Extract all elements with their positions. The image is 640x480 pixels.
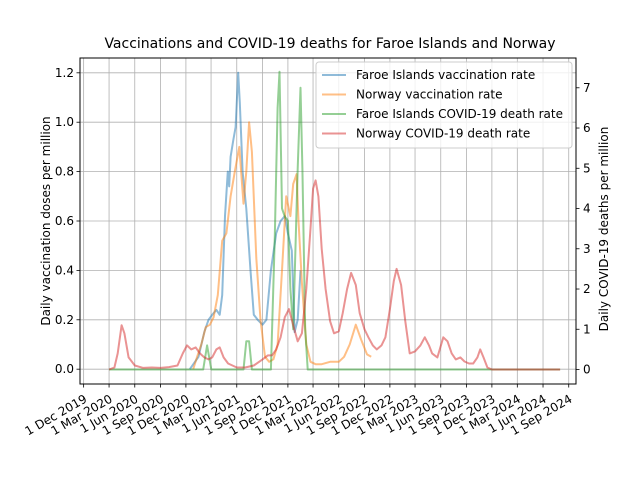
legend-label: Faroe Islands vaccination rate bbox=[356, 68, 535, 82]
y-right-tick-label: 2 bbox=[583, 282, 591, 296]
series-group bbox=[108, 70, 561, 371]
y-left-tick-label: 0.8 bbox=[55, 165, 74, 179]
legend: Faroe Islands vaccination rate Norway vac… bbox=[315, 61, 573, 149]
y-left-tick-label: 0.4 bbox=[55, 263, 74, 277]
legend-label: Faroe Islands COVID-19 death rate bbox=[356, 107, 563, 121]
chart-title: Vaccinations and COVID-19 deaths for Far… bbox=[104, 36, 555, 52]
y-left-tick-label: 0.0 bbox=[55, 362, 74, 376]
series-line-2 bbox=[192, 121, 372, 370]
y-left-tick-label: 1.2 bbox=[55, 66, 74, 80]
y-left-tick-label: 0.2 bbox=[55, 313, 74, 327]
series-line-4 bbox=[108, 179, 561, 371]
y-right-tick-label: 1 bbox=[583, 322, 591, 336]
y-right-tick-label: 0 bbox=[583, 363, 591, 377]
y-axis-right-label: Daily COVID-19 deaths per million bbox=[597, 127, 611, 332]
series-line-1 bbox=[188, 71, 302, 370]
y-right-tick-label: 3 bbox=[583, 242, 591, 256]
y-axis-left-label: Daily vaccination doses per million bbox=[39, 116, 53, 325]
y-axis-left-ticks: 0.0 0.2 0.4 0.6 0.8 1.0 1.2 bbox=[55, 66, 80, 376]
legend-label: Norway COVID-19 death rate bbox=[356, 127, 530, 141]
y-axis-right-ticks: 0 1 2 3 4 5 6 7 bbox=[576, 81, 591, 377]
legend-box bbox=[315, 61, 573, 149]
series-line-3 bbox=[109, 70, 561, 371]
y-right-tick-label: 6 bbox=[583, 121, 591, 135]
y-right-tick-label: 5 bbox=[583, 161, 591, 175]
y-left-tick-label: 1.0 bbox=[55, 115, 74, 129]
y-left-tick-label: 0.6 bbox=[55, 214, 74, 228]
y-right-tick-label: 7 bbox=[583, 81, 591, 95]
legend-label: Norway vaccination rate bbox=[356, 88, 502, 102]
y-right-tick-label: 4 bbox=[583, 202, 591, 216]
